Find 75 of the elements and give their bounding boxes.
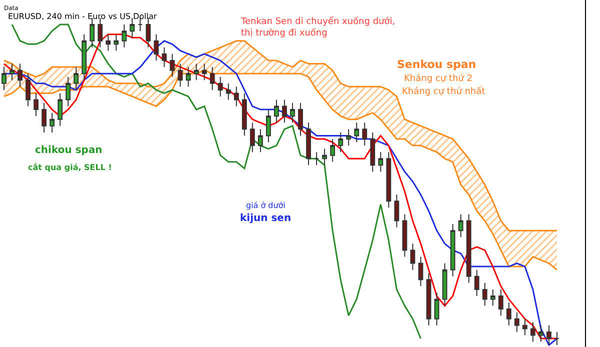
annotation: Kháng cự thứ nhất xyxy=(402,86,486,97)
candlestick xyxy=(394,194,400,228)
candlestick xyxy=(2,66,6,90)
candlestick xyxy=(482,282,488,306)
candlestick xyxy=(322,148,328,166)
candlestick xyxy=(498,288,504,316)
candlestick xyxy=(178,63,183,88)
candlestick xyxy=(34,92,39,117)
candlestick xyxy=(474,269,480,296)
candlestick xyxy=(370,132,376,172)
candlestick xyxy=(10,63,14,81)
candlestick xyxy=(330,138,336,162)
candlestick xyxy=(346,128,352,146)
candlestick xyxy=(186,66,191,88)
candlestick xyxy=(194,63,199,81)
candlestick xyxy=(162,46,167,68)
annotation: EURUSD, 240 min - Euro vs US Dollar xyxy=(8,12,158,21)
candlestick xyxy=(458,214,464,238)
candlestick xyxy=(538,324,544,342)
candlestick xyxy=(450,224,456,277)
candlestick xyxy=(418,256,424,287)
candlestick xyxy=(114,34,119,52)
candlestick xyxy=(546,324,552,346)
candlestick xyxy=(442,262,448,306)
candlestick xyxy=(66,76,71,107)
candlestick xyxy=(122,24,127,48)
candlestick xyxy=(218,76,223,97)
candlestick xyxy=(386,152,392,208)
candlestick xyxy=(154,34,159,61)
annotation: Tenkan Sen di chuyển xuống dưới, thị trường đi xuống xyxy=(240,16,396,39)
candlestick xyxy=(234,86,239,107)
candlestick xyxy=(282,99,287,124)
candlestick xyxy=(506,302,512,326)
candlestick xyxy=(82,34,87,81)
candlestick xyxy=(50,112,55,133)
candlestick xyxy=(402,214,408,258)
candlestick xyxy=(58,92,63,126)
candlestick xyxy=(258,128,263,153)
candlestick xyxy=(466,214,472,284)
candlestick xyxy=(242,92,247,136)
candlestick xyxy=(530,322,536,342)
annotation: kijun sen xyxy=(240,213,292,224)
candlestick xyxy=(362,122,368,146)
candlestick xyxy=(226,82,231,100)
annotation: Kháng cự thứ 2 xyxy=(404,73,472,84)
candlestick xyxy=(522,318,528,336)
candlestick xyxy=(42,102,47,133)
annotation: Senkou span xyxy=(397,58,476,71)
candlestick xyxy=(426,272,432,326)
candlestick xyxy=(18,63,22,88)
candlestick xyxy=(26,73,31,107)
candlestick xyxy=(554,331,560,346)
candlestick xyxy=(250,122,255,153)
annotation: cắt qua giá, SELL ! xyxy=(28,162,112,172)
candlestick xyxy=(210,66,215,90)
candlestick xyxy=(434,292,440,326)
candlestick xyxy=(306,122,311,166)
candlestick xyxy=(170,53,175,78)
candlestick xyxy=(410,243,416,270)
candlestick xyxy=(314,152,319,166)
candlestick xyxy=(274,99,279,124)
candlestick xyxy=(130,17,135,38)
candlestick xyxy=(290,102,295,124)
candlestick xyxy=(202,63,207,81)
candlestick xyxy=(338,132,344,153)
candlestick xyxy=(378,152,384,172)
annotation: chikou span xyxy=(35,145,102,156)
candlestick xyxy=(298,102,303,136)
candlestick xyxy=(266,109,271,143)
candlestick xyxy=(514,312,520,332)
candlestick xyxy=(490,288,496,306)
annotation: giá ở dưới xyxy=(246,201,286,210)
candlestick xyxy=(74,66,79,90)
candlestick xyxy=(354,122,360,143)
candlestick xyxy=(106,34,111,52)
